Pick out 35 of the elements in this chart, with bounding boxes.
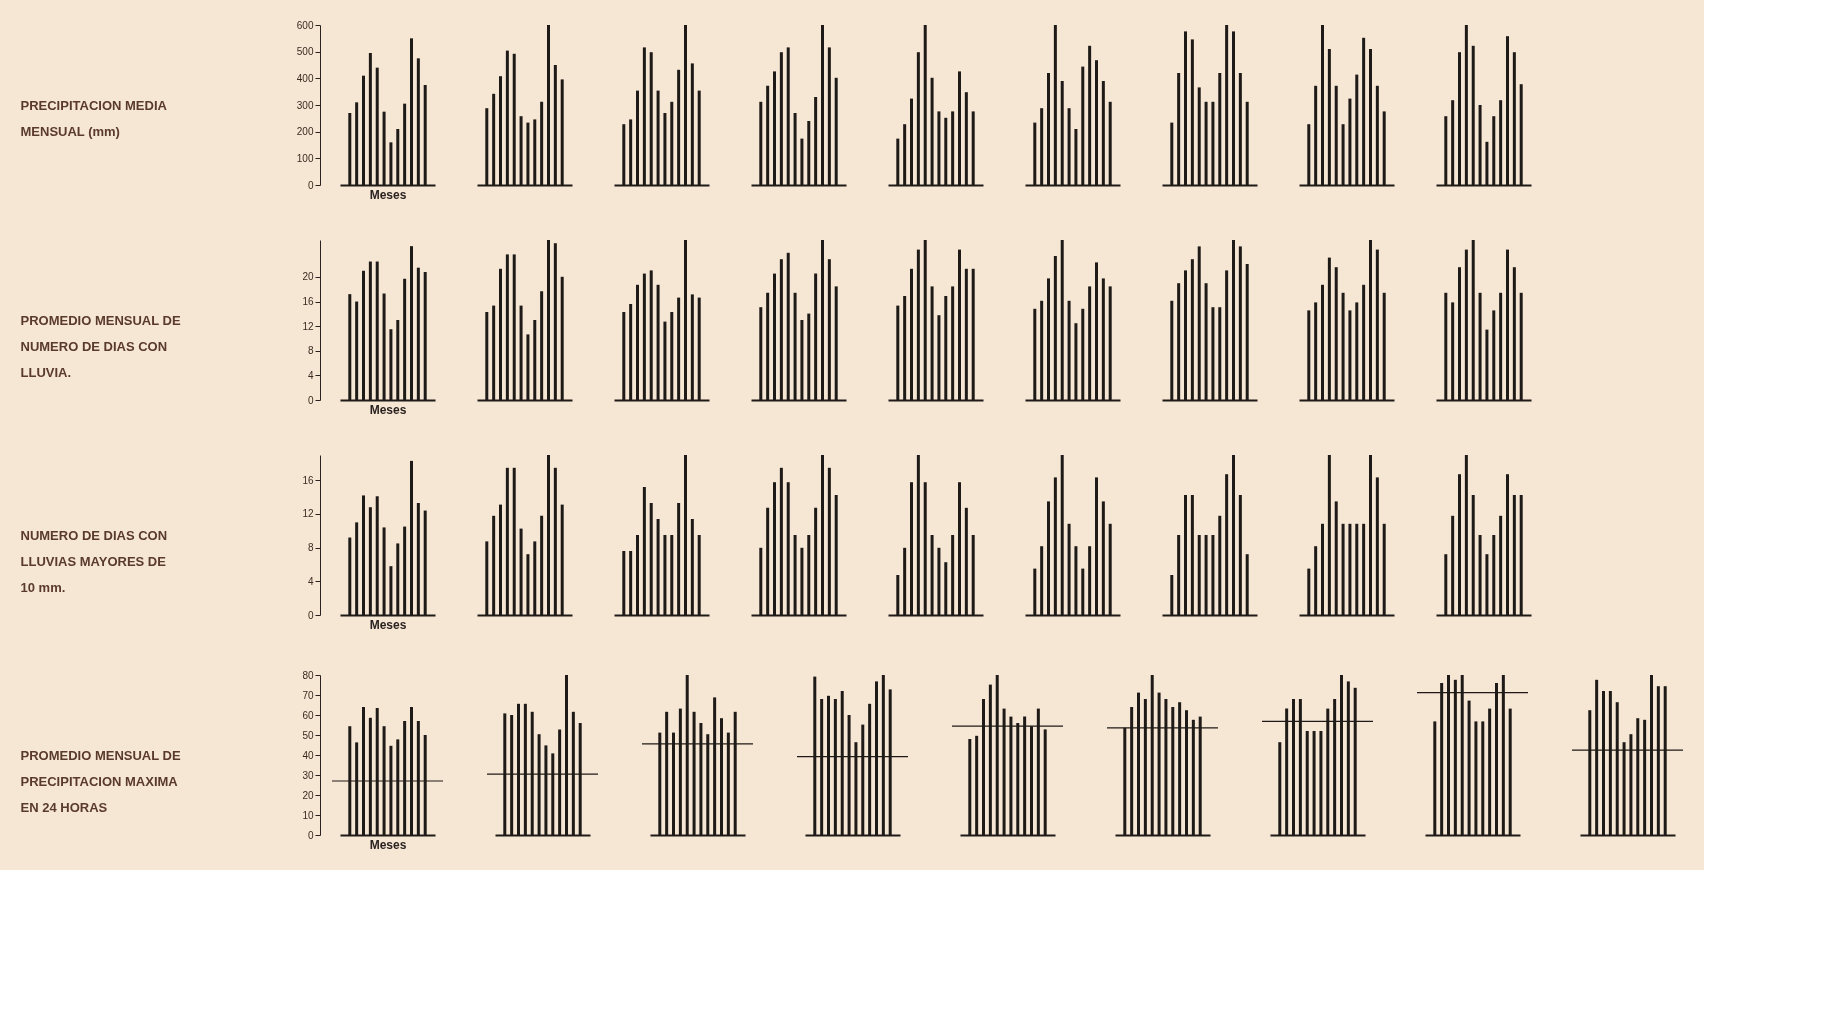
y-tick-label: 100 [296, 152, 314, 164]
x-axis-title: Meses [369, 402, 407, 417]
y-tick-label: 16 [302, 296, 314, 308]
y-tick-label: 30 [302, 769, 314, 781]
x-axis-title: Meses [369, 617, 407, 632]
y-tick-label: 0 [307, 179, 314, 191]
y-tick-label: 40 [302, 749, 314, 761]
y-tick-label: 20 [302, 271, 314, 283]
y-axis-title: PROMEDIO MENSUAL DE PRECIPITACION MAXIMA EN 24 HORAS [20, 747, 181, 815]
y-tick-label: 20 [302, 789, 314, 801]
y-axis-title: PROMEDIO MENSUAL DE NUMERO DE DIAS CON LLUVIA. [20, 312, 181, 380]
y-tick-label: 400 [296, 72, 314, 84]
y-tick-label: 200 [296, 126, 314, 138]
y-tick-label: 500 [296, 46, 314, 58]
y-axis-title: NUMERO DE DIAS CON LLUVIAS MAYORES DE 10 mm. [20, 527, 168, 595]
x-axis-title: Meses [369, 837, 407, 852]
y-tick-label: 50 [302, 729, 314, 741]
y-tick-label: 600 [296, 19, 314, 31]
y-tick-label: 0 [307, 829, 314, 841]
y-axis-title: PRECIPITACION MEDIA MENSUAL (mm) [20, 97, 168, 139]
y-tick-label: 0 [307, 609, 314, 621]
y-tick-label: 12 [302, 320, 314, 332]
y-tick-label: 16 [302, 474, 314, 486]
y-tick-label: 8 [307, 345, 314, 357]
y-tick-label: 60 [302, 709, 314, 721]
y-tick-label: 8 [307, 542, 314, 554]
y-tick-label: 300 [296, 99, 314, 111]
y-tick-label: 0 [307, 394, 314, 406]
x-axis-title: Meses [369, 187, 407, 202]
y-tick-label: 10 [302, 809, 314, 821]
y-tick-label: 12 [302, 508, 314, 520]
y-tick-label: 4 [307, 575, 314, 587]
y-tick-label: 80 [302, 669, 314, 681]
y-tick-label: 70 [302, 689, 314, 701]
y-tick-label: 4 [307, 369, 314, 381]
